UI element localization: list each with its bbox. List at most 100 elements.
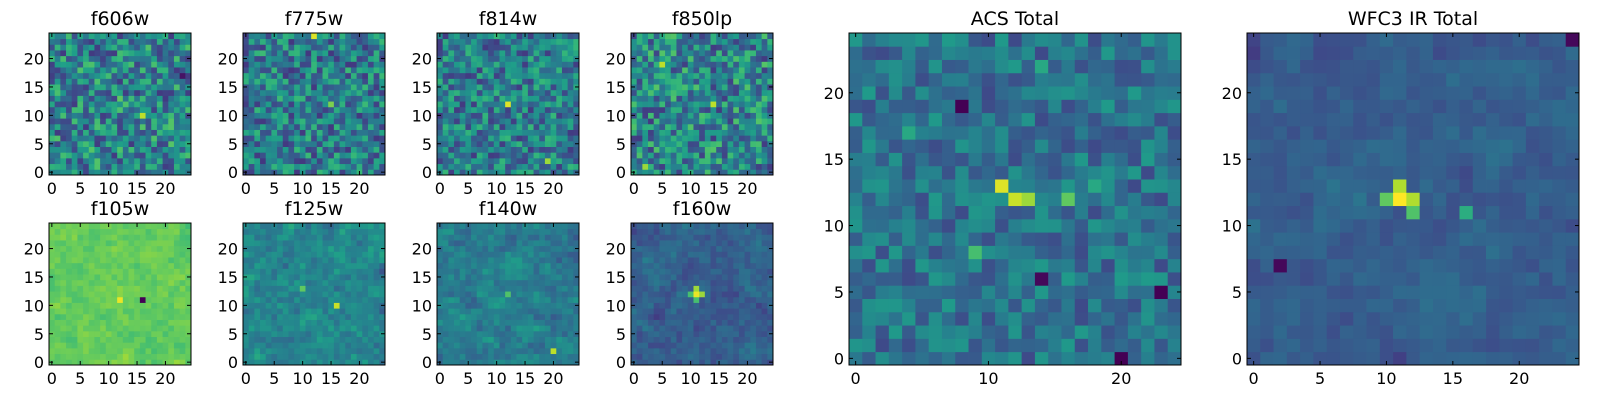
- heatmap-cell: [94, 262, 101, 269]
- heatmap-cell: [533, 240, 540, 247]
- heatmap-cell: [122, 291, 129, 298]
- heatmap-cell: [54, 257, 61, 264]
- heatmap-cell: [254, 330, 261, 337]
- heatmap-cell: [260, 325, 267, 332]
- heatmap-cell: [693, 169, 700, 176]
- heatmap-cell: [356, 157, 363, 165]
- heatmap-cell: [260, 112, 267, 119]
- heatmap-cell: [471, 268, 478, 275]
- heatmap-cell: [179, 257, 186, 264]
- heatmap-cell: [505, 135, 512, 142]
- heatmap-cell: [145, 359, 152, 366]
- heatmap-cell: [282, 157, 289, 165]
- heatmap-cell: [265, 38, 272, 45]
- heatmap-cell: [459, 302, 466, 309]
- heatmap-cell: [71, 101, 78, 108]
- heatmap-cell: [750, 135, 757, 142]
- heatmap-cell: [282, 67, 289, 74]
- heatmap-cell: [145, 274, 152, 281]
- heatmap-cell: [139, 50, 146, 57]
- heatmap-cell: [66, 112, 73, 119]
- heatmap-cell: [493, 89, 500, 96]
- heatmap-cell: [356, 291, 363, 298]
- x-tick-label: 0: [241, 179, 251, 198]
- heatmap-cell: [561, 291, 569, 298]
- heatmap-cell: [60, 118, 67, 125]
- heatmap-cell: [676, 342, 683, 349]
- heatmap-cell: [105, 146, 112, 153]
- heatmap-cell: [54, 296, 61, 303]
- heatmap-cell: [710, 67, 717, 74]
- heatmap-cell: [710, 84, 717, 91]
- heatmap-cell: [373, 129, 380, 136]
- heatmap-cell: [550, 101, 557, 108]
- heatmap-cell: [727, 163, 734, 170]
- heatmap-cell: [744, 308, 751, 315]
- heatmap-cell: [128, 89, 135, 96]
- heatmap-cell: [573, 50, 580, 57]
- heatmap-cell: [139, 157, 146, 165]
- heatmap-cell: [693, 319, 700, 326]
- heatmap-cell: [173, 325, 181, 332]
- heatmap-cell: [151, 296, 158, 303]
- heatmap-cell: [653, 50, 660, 57]
- heatmap-cell: [311, 228, 318, 235]
- heatmap-cell: [510, 163, 517, 170]
- heatmap-cell: [362, 291, 369, 298]
- heatmap-cell: [476, 279, 483, 286]
- heatmap-cell: [727, 112, 734, 119]
- heatmap-cell: [505, 308, 512, 315]
- heatmap-cell: [510, 319, 517, 326]
- heatmap-cell: [665, 274, 672, 281]
- heatmap-cell: [71, 163, 78, 170]
- heatmap-cell: [522, 118, 529, 125]
- heatmap-cell: [716, 279, 723, 286]
- heatmap-cell: [454, 347, 461, 355]
- heatmap-cell: [339, 135, 346, 142]
- heatmap-cell: [493, 240, 500, 247]
- heatmap-cell: [561, 129, 569, 136]
- heatmap-cell: [527, 274, 534, 281]
- heatmap-cell: [299, 129, 306, 136]
- heatmap-cell: [288, 78, 295, 85]
- heatmap-cell: [682, 313, 689, 320]
- heatmap-cell: [168, 330, 175, 337]
- heatmap-cell: [561, 67, 569, 74]
- heatmap-cell: [482, 274, 489, 281]
- heatmap-cell: [522, 342, 529, 349]
- heatmap-cell: [665, 291, 672, 298]
- heatmap-cell: [539, 353, 546, 360]
- heatmap-cell: [100, 72, 107, 79]
- heatmap-cell: [533, 285, 540, 292]
- y-tick-label: 20: [24, 240, 44, 259]
- heatmap-cell: [288, 106, 295, 113]
- heatmap-cell: [476, 89, 483, 96]
- heatmap-cell: [442, 169, 449, 176]
- heatmap-cell: [77, 353, 84, 360]
- heatmap-cell: [648, 50, 655, 57]
- heatmap-cell: [339, 279, 346, 286]
- heatmap-cell: [642, 353, 649, 360]
- heatmap-cell: [561, 135, 569, 142]
- heatmap-cell: [105, 347, 112, 355]
- heatmap-cell: [162, 38, 169, 45]
- x-tick-label: 15: [709, 179, 729, 198]
- heatmap-cell: [122, 325, 129, 332]
- heatmap-cell: [243, 78, 250, 85]
- heatmap-cell: [448, 268, 455, 275]
- heatmap-cell: [367, 123, 375, 130]
- heatmap-cell: [117, 347, 124, 355]
- heatmap-cell: [482, 342, 489, 349]
- heatmap-cell: [248, 308, 255, 315]
- heatmap-cell: [362, 38, 369, 45]
- heatmap-cell: [533, 44, 540, 51]
- heatmap-cell: [704, 279, 711, 286]
- heatmap-cell: [299, 268, 306, 275]
- heatmap-cell: [544, 274, 551, 281]
- heatmap-cell: [567, 118, 574, 125]
- heatmap-cell: [316, 50, 323, 57]
- heatmap-cell: [636, 38, 643, 45]
- heatmap-cell: [71, 152, 78, 159]
- heatmap-cell: [162, 268, 169, 275]
- heatmap-cell: [767, 353, 774, 360]
